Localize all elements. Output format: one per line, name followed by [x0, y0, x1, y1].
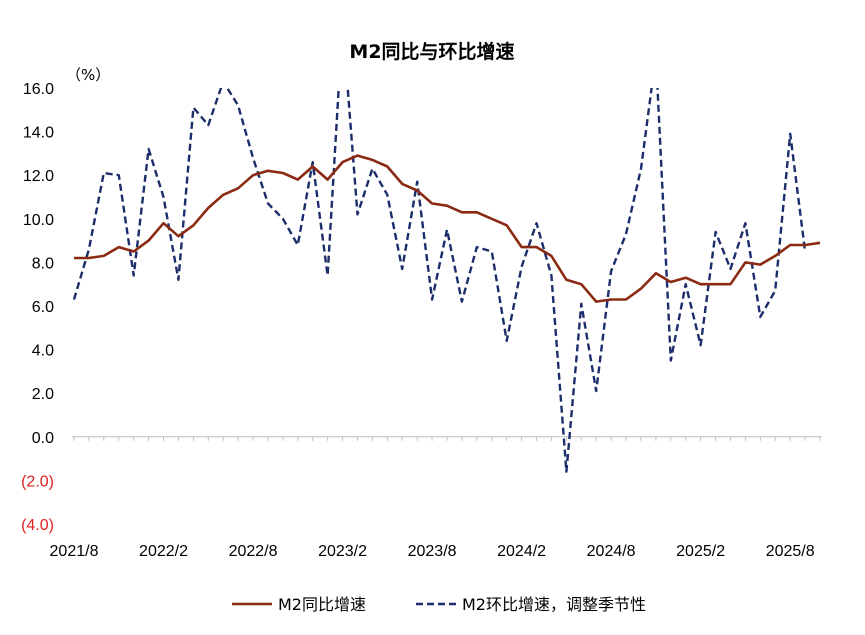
legend-label: M2环比增速，调整季节性: [462, 595, 646, 614]
y-tick-label: 8.0: [32, 255, 54, 272]
legend: M2同比增速 M2环比增速，调整季节性: [232, 595, 646, 614]
x-tick-label: 2024/2: [497, 543, 546, 560]
y-tick-label: 12.0: [23, 168, 54, 185]
x-axis: 2021/8 2022/2 2022/8 2023/2 2023/8 2024/2 2024…: [50, 436, 822, 560]
x-tick-label: 2021/8: [50, 543, 99, 560]
series-layer: [72, 88, 821, 473]
y-tick-label: 10.0: [23, 212, 54, 229]
x-tick-label: 2022/2: [139, 543, 188, 560]
x-tick-label: 2023/2: [318, 543, 367, 560]
x-tick-label: 2023/8: [408, 543, 457, 560]
chart-title: M2同比与环比增速: [349, 40, 514, 63]
y-tick-label: 6.0: [32, 299, 54, 316]
y-tick-label: 0.0: [32, 430, 54, 447]
y-tick-label: 14.0: [23, 125, 54, 142]
x-tick-label: 2025/2: [676, 543, 725, 560]
y-tick-label: (2.0): [21, 473, 54, 490]
y-tick-label: 4.0: [32, 343, 54, 360]
y-axis-unit-label: （%）: [66, 66, 110, 84]
legend-label: M2同比增速: [278, 595, 366, 614]
y-tick-label: (4.0): [21, 517, 54, 534]
y-tick-label: 2.0: [32, 386, 54, 403]
series-line-m2-mom: [72, 88, 807, 473]
y-axis-tick-labels: 16.0 14.0 12.0 10.0 8.0 6.0 4.0 2.0 0.0 (2.0) (4.0…: [21, 81, 54, 534]
y-tick-label: 16.0: [23, 81, 54, 98]
x-tick-label: 2022/8: [229, 543, 278, 560]
x-tick-label: 2025/8: [766, 543, 815, 560]
series-line-m2-yoy: [74, 154, 821, 303]
x-tick-label: 2024/8: [587, 543, 636, 560]
